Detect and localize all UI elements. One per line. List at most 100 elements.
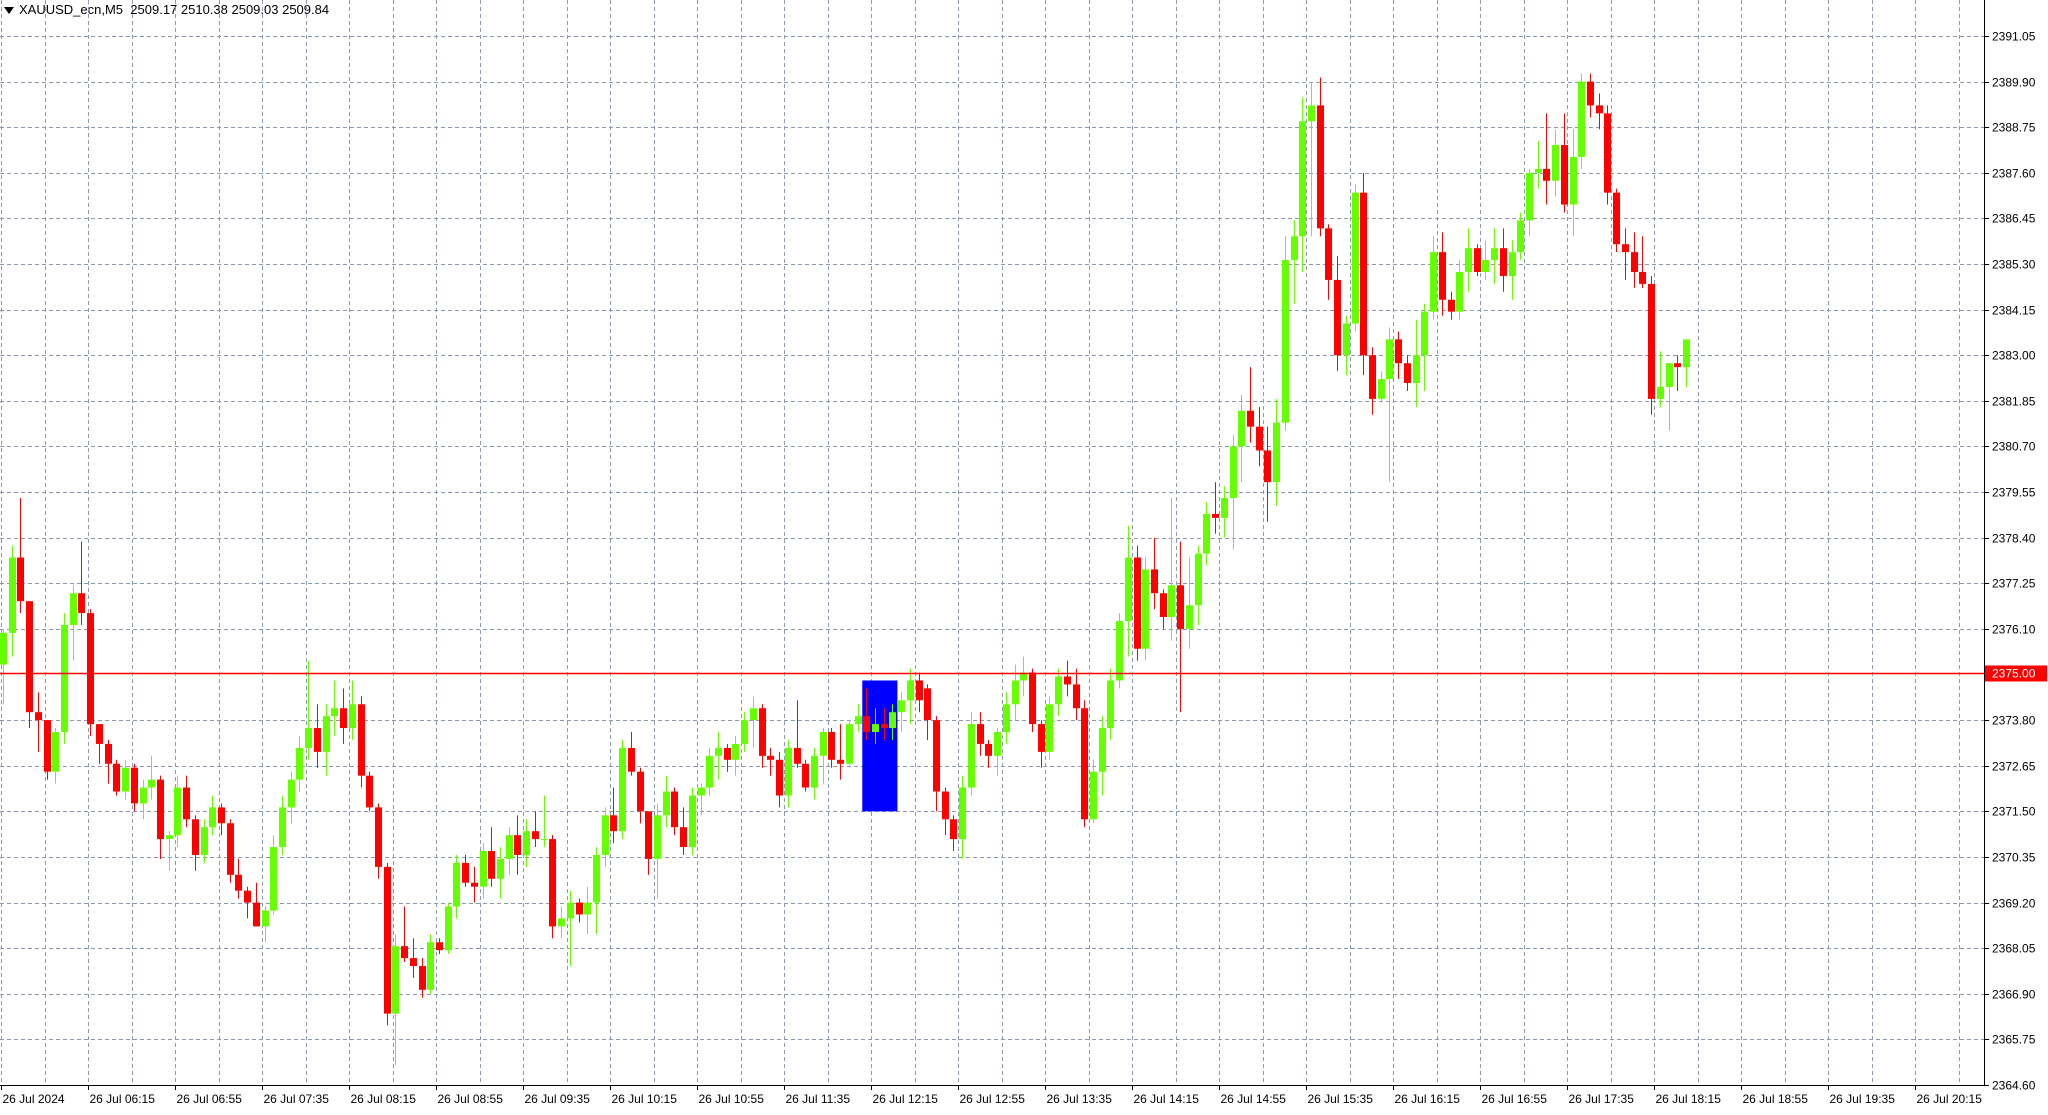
bull-candle-body bbox=[1456, 271, 1463, 312]
bear-candle-body bbox=[776, 759, 783, 796]
bull-candle-body bbox=[1282, 260, 1289, 423]
bull-candle-body bbox=[0, 632, 7, 665]
x-tick-label: 26 Jul 12:55 bbox=[960, 1092, 1026, 1106]
x-tick-label: 26 Jul 19:35 bbox=[1830, 1092, 1896, 1106]
x-tick-label: 26 Jul 08:15 bbox=[351, 1092, 417, 1106]
bull-candle-body bbox=[392, 946, 399, 1014]
bull-candle-body bbox=[1482, 260, 1489, 272]
bear-candle-body bbox=[340, 708, 347, 729]
bear-candle-body bbox=[1264, 450, 1271, 483]
y-tick-label: 2386.45 bbox=[1992, 212, 2036, 226]
bull-candle-body bbox=[558, 918, 565, 927]
y-tick-label: 2371.50 bbox=[1992, 805, 2036, 819]
bear-candle-body bbox=[1395, 339, 1402, 364]
bull-candle-body bbox=[305, 728, 312, 748]
bull-candle-body bbox=[497, 858, 504, 879]
x-tick-label: 26 Jul 10:15 bbox=[612, 1092, 678, 1106]
bull-candle-body bbox=[140, 787, 147, 804]
bull-candle-body bbox=[1116, 620, 1123, 681]
bear-candle-body bbox=[1404, 363, 1411, 384]
bull-candle-body bbox=[270, 847, 277, 911]
bear-candle-body bbox=[610, 815, 617, 832]
bull-candle-body bbox=[1421, 311, 1428, 356]
bear-candle-body bbox=[637, 771, 644, 812]
bull-candle-body bbox=[279, 807, 286, 848]
bear-candle-body bbox=[1674, 363, 1681, 368]
bear-candle-body bbox=[1360, 192, 1367, 356]
y-tick-label: 2377.25 bbox=[1992, 577, 2036, 591]
bear-candle-body bbox=[1631, 252, 1638, 272]
bull-candle-body bbox=[480, 851, 487, 887]
bear-candle-body bbox=[1081, 708, 1088, 820]
bear-candle-body bbox=[863, 716, 870, 733]
y-tick-label: 2372.65 bbox=[1992, 760, 2036, 774]
bull-candle-body bbox=[122, 767, 129, 792]
y-tick-label: 2366.90 bbox=[1992, 988, 2036, 1002]
bear-candle-body bbox=[759, 708, 766, 756]
level-price-label: 2375.00 bbox=[1992, 667, 2036, 681]
bull-candle-body bbox=[1168, 585, 1175, 618]
bull-candle-body bbox=[1142, 569, 1149, 649]
bear-candle-body bbox=[1587, 81, 1594, 106]
bear-candle-body bbox=[401, 946, 408, 959]
level-price-tag bbox=[1985, 665, 2047, 682]
bull-candle-body bbox=[898, 700, 905, 713]
bear-candle-body bbox=[1160, 593, 1167, 618]
bear-candle-body bbox=[157, 779, 164, 840]
bear-candle-body bbox=[1038, 724, 1045, 752]
bull-candle-body bbox=[889, 712, 896, 729]
y-tick-label: 2383.00 bbox=[1992, 349, 2036, 363]
y-tick-label: 2369.20 bbox=[1992, 897, 2036, 911]
bull-candle-body bbox=[1186, 605, 1193, 629]
y-tick-label: 2368.05 bbox=[1992, 942, 2036, 956]
bear-candle-body bbox=[985, 743, 992, 756]
x-tick-label: 26 Jul 2024 bbox=[3, 1092, 65, 1106]
bear-candle-body bbox=[375, 807, 382, 867]
bear-candle-body bbox=[1325, 228, 1332, 280]
bull-candle-body bbox=[445, 906, 452, 951]
bull-candle-body bbox=[1291, 236, 1298, 261]
bull-candle-body bbox=[262, 910, 269, 927]
bear-candle-body bbox=[1369, 355, 1376, 399]
bull-candle-body bbox=[1352, 192, 1359, 324]
bear-candle-body bbox=[366, 775, 373, 808]
x-tick-label: 26 Jul 18:15 bbox=[1656, 1092, 1722, 1106]
bull-candle-body bbox=[1578, 81, 1585, 157]
y-tick-label: 2387.60 bbox=[1992, 167, 2036, 181]
ohlc-readout: 2509.17 2510.38 2509.03 2509.84 bbox=[130, 2, 330, 17]
x-tick-label: 26 Jul 07:35 bbox=[264, 1092, 330, 1106]
bull-candle-body bbox=[732, 743, 739, 760]
bear-candle-body bbox=[794, 747, 801, 764]
highlight-zone-box bbox=[862, 680, 898, 812]
bear-candle-body bbox=[671, 791, 678, 828]
bear-candle-body bbox=[253, 902, 260, 927]
x-tick-label: 26 Jul 16:55 bbox=[1482, 1092, 1548, 1106]
bear-candle-body bbox=[35, 712, 42, 721]
bear-candle-body bbox=[1561, 145, 1568, 205]
bear-candle-body bbox=[419, 966, 426, 990]
bull-candle-body bbox=[1238, 410, 1245, 447]
bull-candle-body bbox=[654, 815, 661, 859]
dropdown-triangle-icon[interactable] bbox=[4, 7, 14, 15]
bear-candle-body bbox=[645, 811, 652, 859]
bear-candle-body bbox=[1474, 248, 1481, 272]
bull-candle-body bbox=[959, 787, 966, 840]
bear-candle-body bbox=[105, 743, 112, 764]
bull-candle-body bbox=[584, 902, 591, 915]
bull-candle-body bbox=[61, 624, 68, 733]
bear-candle-body bbox=[1064, 676, 1071, 685]
bear-candle-body bbox=[471, 882, 478, 887]
bull-candle-body bbox=[323, 716, 330, 752]
bear-candle-body bbox=[942, 791, 949, 820]
y-tick-label: 2376.10 bbox=[1992, 623, 2036, 637]
bull-candle-body bbox=[427, 942, 434, 990]
bull-candle-body bbox=[663, 791, 670, 816]
bull-candle-body bbox=[174, 787, 181, 836]
bull-candle-body bbox=[1535, 168, 1542, 173]
bear-candle-body bbox=[1212, 513, 1219, 518]
bear-candle-body bbox=[78, 593, 85, 614]
bear-candle-body bbox=[227, 823, 234, 875]
x-tick-label: 26 Jul 14:55 bbox=[1221, 1092, 1287, 1106]
